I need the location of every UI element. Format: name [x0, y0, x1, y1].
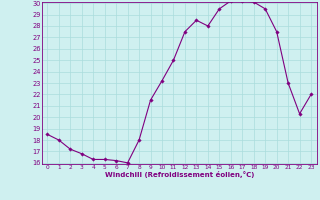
X-axis label: Windchill (Refroidissement éolien,°C): Windchill (Refroidissement éolien,°C) — [105, 171, 254, 178]
